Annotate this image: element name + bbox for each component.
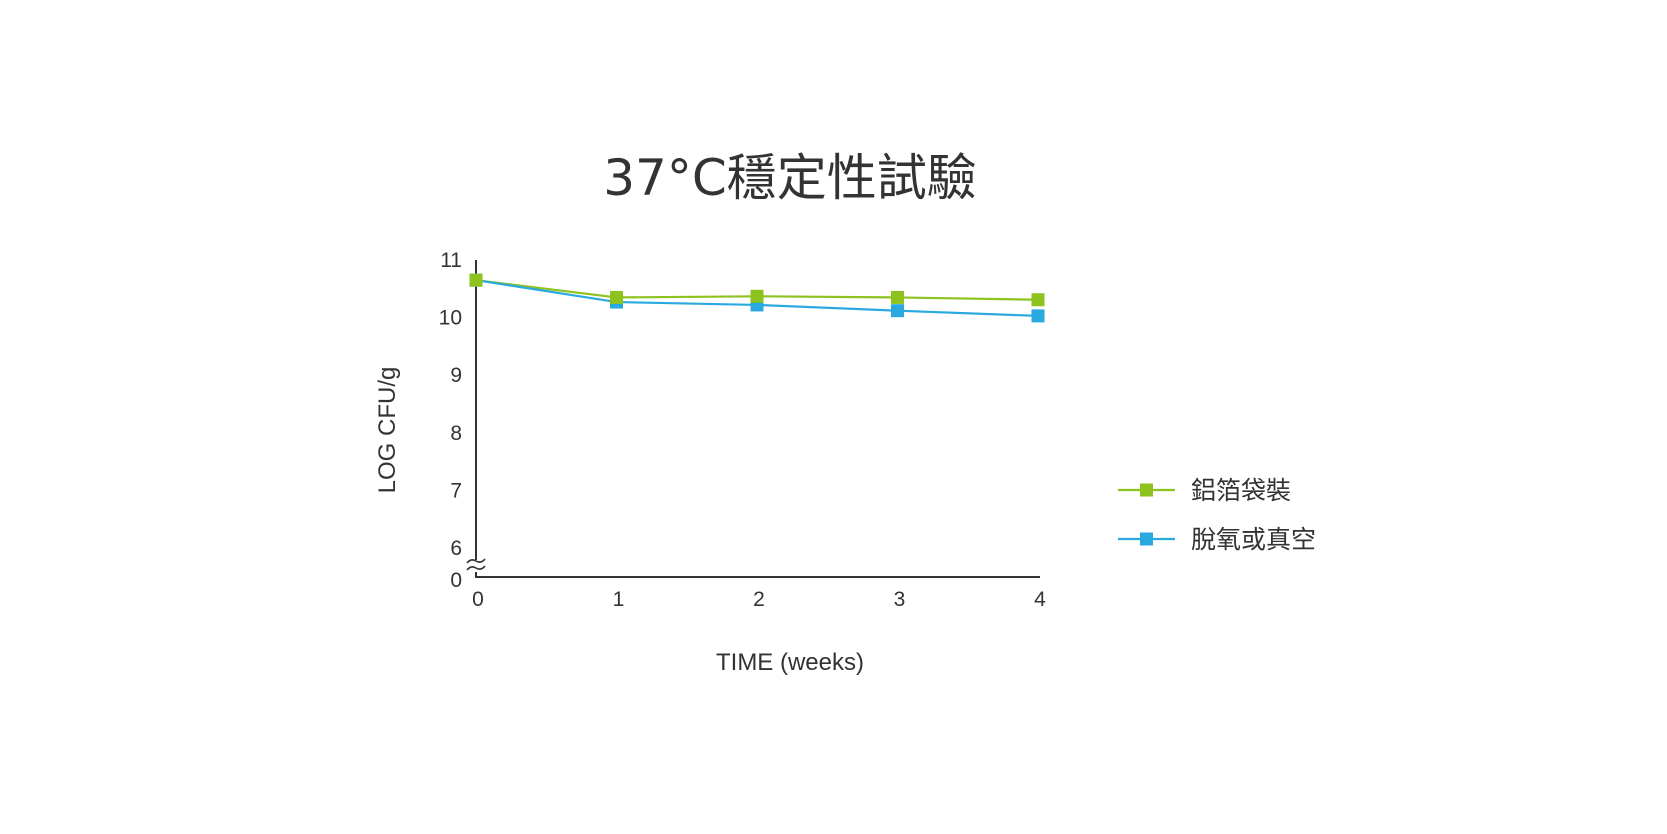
x-tick-label: 2	[753, 588, 765, 611]
chart-title: 37°C穩定性試驗	[603, 149, 977, 207]
data-point-series-1	[469, 273, 483, 287]
legend-label: 脫氧或真空	[1191, 525, 1316, 554]
axis-break-icon	[466, 558, 486, 571]
y-tick-label: 8	[450, 422, 462, 445]
y-tick-label: 7	[450, 479, 462, 502]
x-tick-label: 0	[472, 588, 484, 611]
y-tick-label: 10	[439, 307, 462, 330]
data-point-series-1	[610, 290, 623, 304]
x-tick-label: 3	[894, 588, 906, 611]
y-tick-labels: 0 6 7 8 9 10 11	[439, 249, 462, 592]
legend-label: 鋁箔袋裝	[1191, 476, 1291, 505]
data-point-series-2	[1031, 309, 1045, 323]
y-tick-label: 9	[450, 364, 462, 387]
data-point-series-1	[750, 289, 764, 303]
legend-swatch-marker	[1140, 483, 1153, 497]
axes	[466, 260, 1040, 578]
data-point-series-1	[1031, 293, 1045, 307]
legend-swatch-marker	[1140, 532, 1153, 546]
y-tick-label: 6	[450, 537, 462, 560]
x-tick-label: 1	[613, 588, 625, 611]
y-tick-label: 0	[450, 569, 462, 592]
x-tick-labels: 0 1 2 3 4	[472, 588, 1046, 611]
y-tick-label: 11	[440, 249, 462, 272]
y-axis-label: LOG CFU/g	[374, 367, 401, 494]
x-tick-label: 4	[1034, 588, 1046, 611]
data-point-series-1	[891, 290, 904, 304]
data-point-series-2	[891, 304, 904, 318]
series-markers	[469, 273, 1045, 323]
x-axis-label: TIME (weeks)	[716, 649, 864, 676]
